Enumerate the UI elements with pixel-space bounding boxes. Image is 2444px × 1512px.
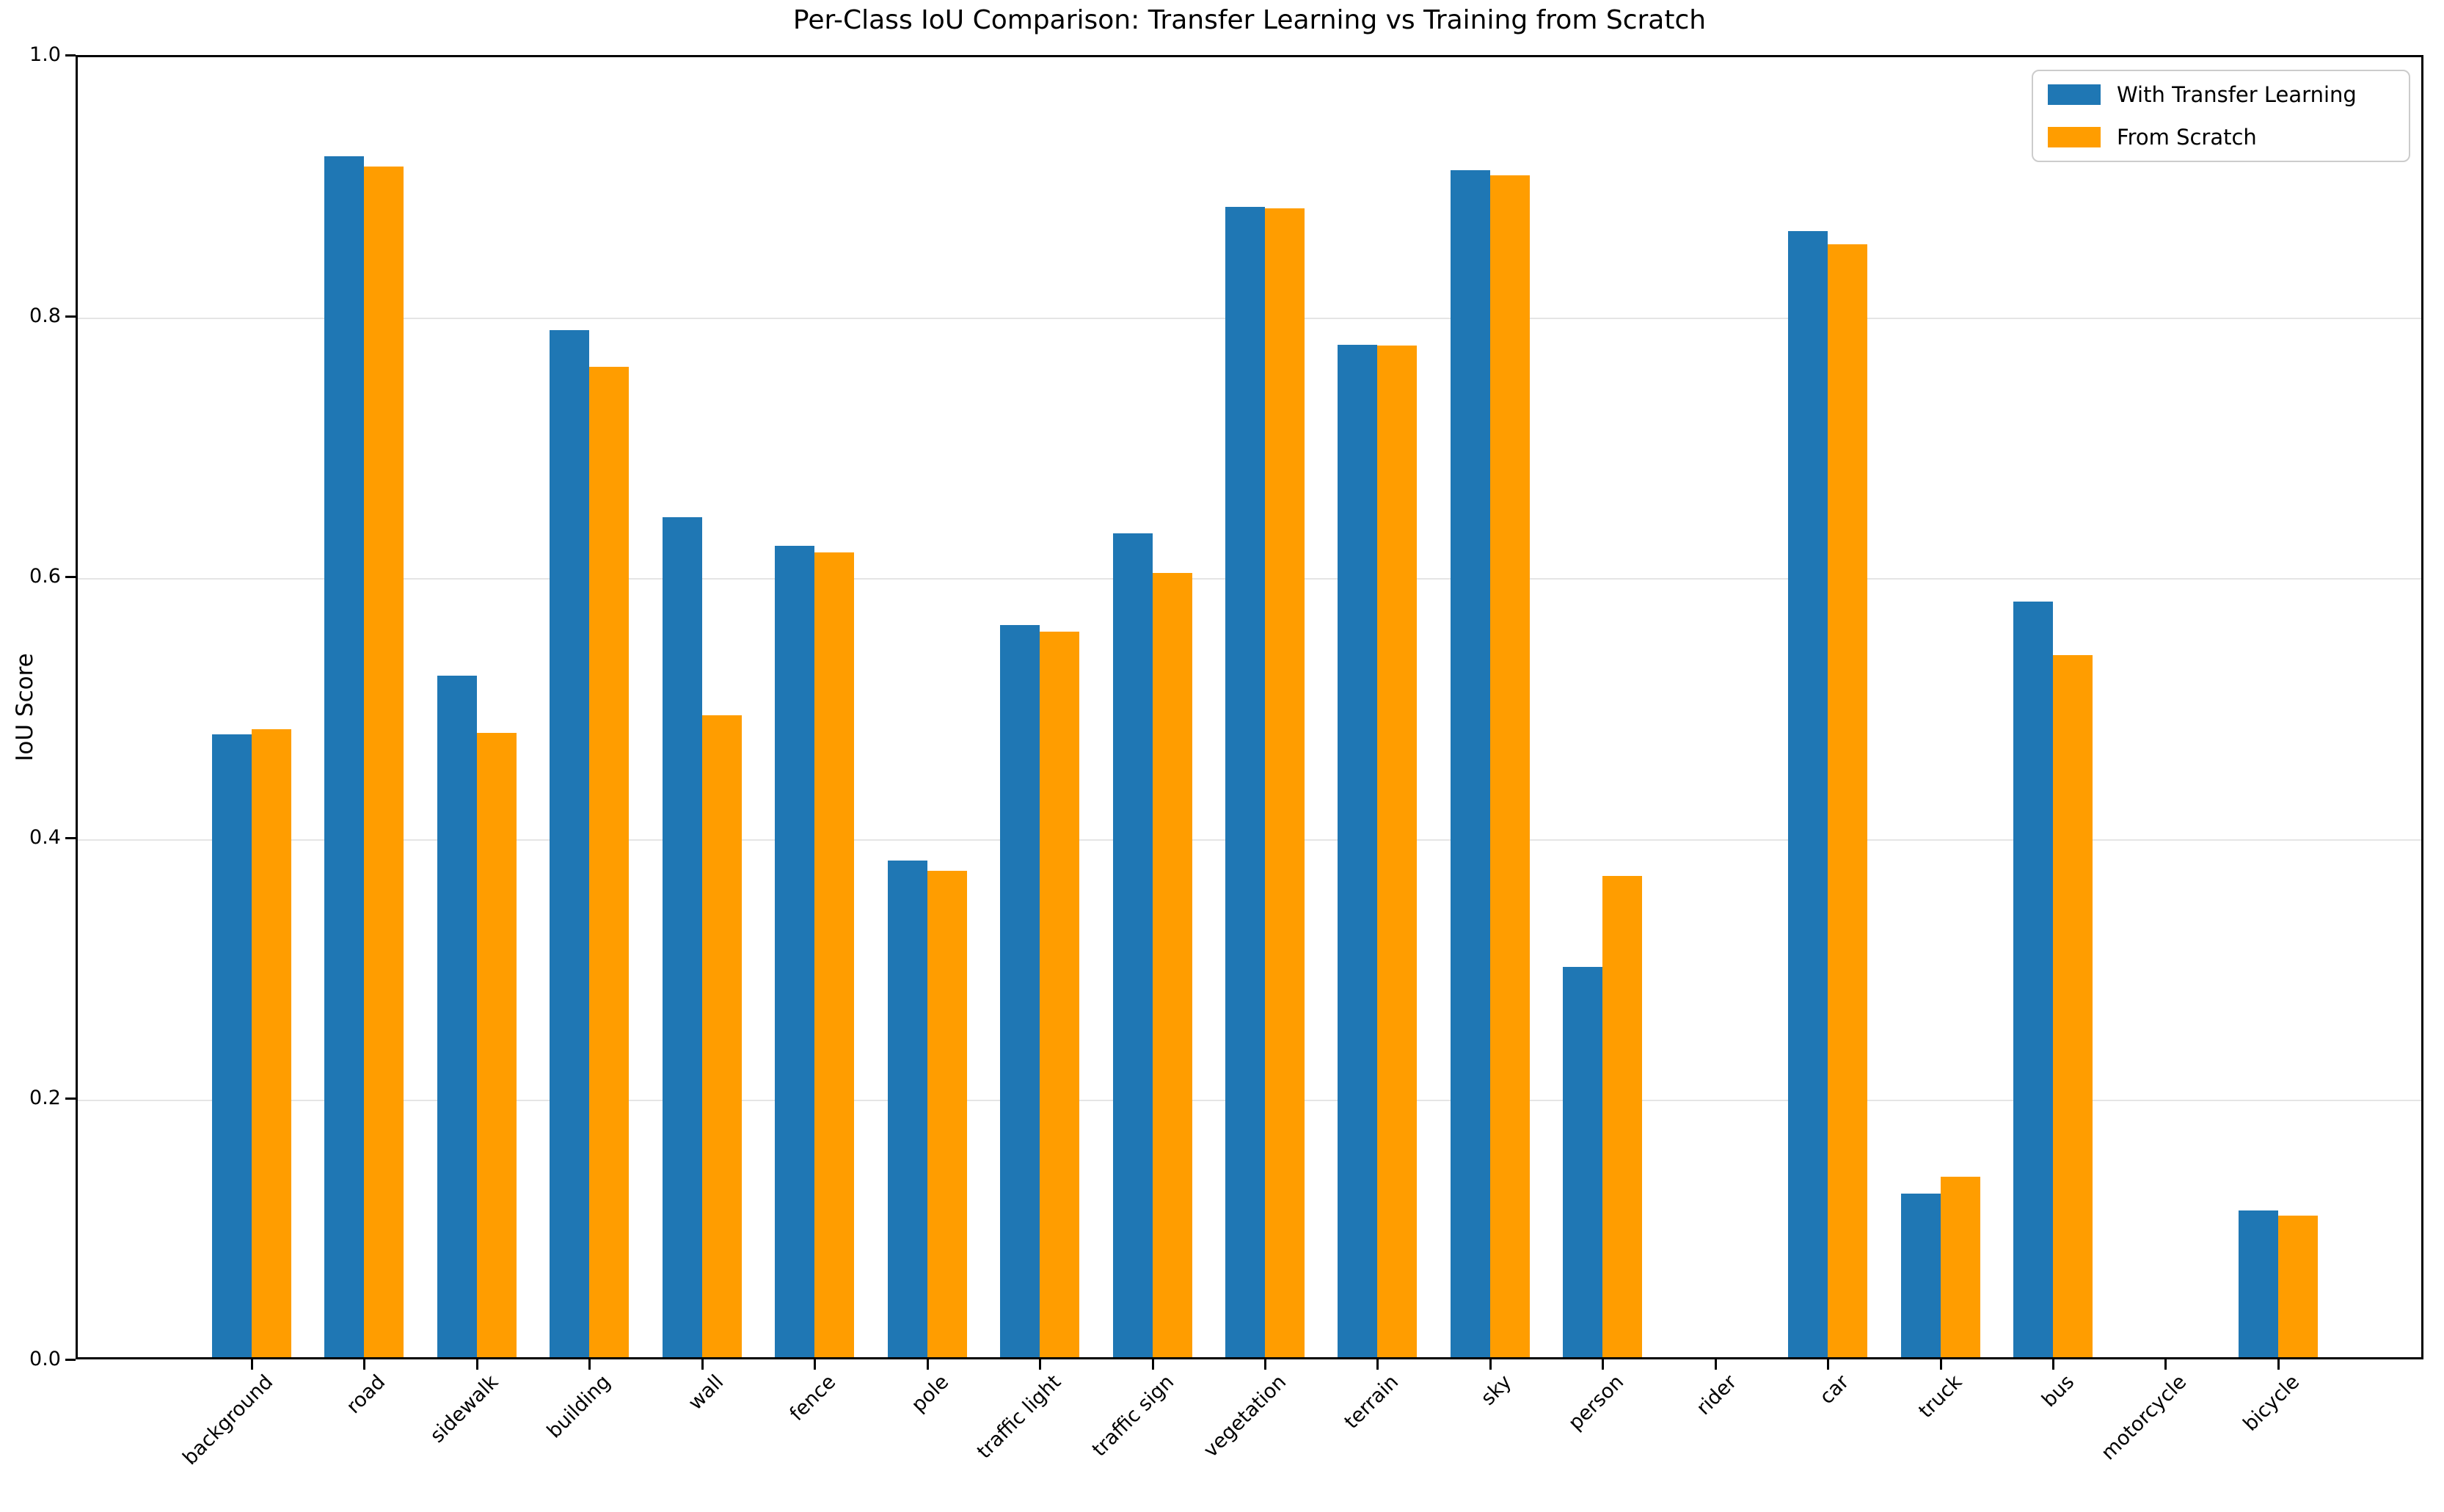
x-tick-mark-sidewalk xyxy=(475,1359,478,1370)
legend-label-scratch: From Scratch xyxy=(2117,125,2257,150)
bar-transfer-terrain xyxy=(1338,345,1378,1357)
y-tick-label-0.0: 0.0 xyxy=(29,1348,61,1370)
x-tick-label-vegetation: vegetation xyxy=(1199,1370,1291,1462)
bar-scratch-traffic-sign xyxy=(1152,573,1192,1357)
bar-scratch-terrain xyxy=(1377,346,1418,1357)
x-tick-label-motorcycle: motorcycle xyxy=(2097,1370,2192,1465)
y-tick-mark-0.4 xyxy=(65,836,76,839)
y-tick-mark-0.6 xyxy=(65,576,76,579)
x-tick-label-pole: pole xyxy=(907,1370,953,1417)
bar-scratch-sidewalk xyxy=(476,733,517,1357)
bar-transfer-truck xyxy=(1900,1194,1941,1357)
x-tick-mark-traffic-sign xyxy=(1151,1359,1154,1370)
x-tick-mark-person xyxy=(1602,1359,1605,1370)
bar-scratch-bus xyxy=(2053,655,2093,1357)
bar-transfer-pole xyxy=(887,861,927,1357)
x-tick-label-sidewalk: sidewalk xyxy=(426,1370,503,1448)
bar-scratch-person xyxy=(1602,876,1643,1357)
y-tick-label-0.6: 0.6 xyxy=(29,565,61,588)
bar-scratch-pole xyxy=(927,871,967,1357)
legend-label-transfer: With Transfer Learning xyxy=(2117,82,2357,107)
bar-transfer-wall xyxy=(662,517,702,1357)
bar-scratch-wall xyxy=(701,715,742,1357)
bar-scratch-background xyxy=(252,729,291,1357)
y-tick-label-1.0: 1.0 xyxy=(29,43,61,66)
bar-scratch-traffic-light xyxy=(1040,632,1080,1357)
bar-transfer-sky xyxy=(1450,170,1490,1357)
x-tick-label-traffic-sign: traffic sign xyxy=(1087,1370,1178,1461)
bar-transfer-traffic-sign xyxy=(1112,533,1153,1357)
y-tick-label-0.4: 0.4 xyxy=(29,825,61,849)
x-tick-label-person: person xyxy=(1564,1370,1629,1435)
x-tick-mark-rider xyxy=(1714,1359,1717,1370)
x-tick-mark-background xyxy=(251,1359,253,1370)
x-tick-label-truck: truck xyxy=(1914,1370,1966,1423)
bar-transfer-sidewalk xyxy=(437,676,477,1357)
bar-scratch-bicycle xyxy=(2277,1216,2318,1357)
x-tick-mark-terrain xyxy=(1376,1359,1379,1370)
x-tick-label-background: background xyxy=(178,1370,278,1470)
bar-scratch-road xyxy=(364,167,404,1357)
bar-scratch-vegetation xyxy=(1264,208,1305,1357)
bar-scratch-truck xyxy=(1940,1177,1980,1357)
x-tick-mark-road xyxy=(363,1359,366,1370)
y-tick-mark-0.8 xyxy=(65,315,76,318)
x-tick-mark-bicycle xyxy=(2277,1359,2280,1370)
x-tick-label-building: building xyxy=(543,1370,616,1443)
x-tick-label-bicycle: bicycle xyxy=(2239,1370,2305,1436)
bar-transfer-car xyxy=(1788,231,1828,1357)
bar-transfer-fence xyxy=(775,546,815,1357)
x-tick-mark-truck xyxy=(1939,1359,1942,1370)
legend-swatch-transfer xyxy=(2048,84,2101,105)
x-tick-mark-building xyxy=(588,1359,591,1370)
bar-transfer-vegetation xyxy=(1225,207,1265,1357)
x-tick-label-bus: bus xyxy=(2038,1370,2079,1412)
x-tick-label-car: car xyxy=(1815,1370,1854,1409)
y-tick-label-0.2: 0.2 xyxy=(29,1086,61,1110)
x-tick-mark-bus xyxy=(2052,1359,2055,1370)
legend-swatch-scratch xyxy=(2048,127,2101,147)
y-tick-mark-0.0 xyxy=(65,1359,76,1361)
x-tick-mark-motorcycle xyxy=(2164,1359,2167,1370)
x-tick-mark-traffic-light xyxy=(1039,1359,1042,1370)
plot-area xyxy=(76,55,2423,1359)
x-tick-mark-vegetation xyxy=(1263,1359,1266,1370)
bar-transfer-background xyxy=(212,734,252,1357)
y-axis-label: IoU Score xyxy=(12,653,38,762)
x-tick-label-road: road xyxy=(342,1370,390,1419)
bar-transfer-bicycle xyxy=(2238,1210,2278,1357)
x-tick-label-sky: sky xyxy=(1476,1370,1517,1410)
bar-scratch-sky xyxy=(1489,175,1530,1357)
x-tick-label-fence: fence xyxy=(785,1370,841,1426)
x-tick-label-rider: rider xyxy=(1692,1370,1741,1420)
bar-transfer-road xyxy=(324,156,365,1357)
bar-scratch-fence xyxy=(814,552,855,1357)
x-tick-mark-pole xyxy=(926,1359,929,1370)
y-tick-mark-1.0 xyxy=(65,54,76,56)
bar-transfer-person xyxy=(1563,967,1603,1357)
bar-scratch-building xyxy=(589,367,630,1357)
bar-scratch-car xyxy=(1828,244,1868,1357)
bar-transfer-bus xyxy=(2013,602,2054,1357)
x-tick-label-traffic-light: traffic light xyxy=(972,1370,1066,1464)
legend-item-transfer: With Transfer Learning xyxy=(2048,83,2394,106)
x-tick-mark-car xyxy=(1827,1359,1830,1370)
legend-item-scratch: From Scratch xyxy=(2048,125,2394,149)
y-tick-label-0.8: 0.8 xyxy=(29,304,61,327)
x-tick-mark-wall xyxy=(701,1359,704,1370)
x-tick-label-wall: wall xyxy=(684,1370,728,1415)
y-tick-mark-0.2 xyxy=(65,1098,76,1100)
x-tick-mark-sky xyxy=(1489,1359,1492,1370)
x-tick-label-terrain: terrain xyxy=(1340,1370,1404,1434)
legend: With Transfer Learning From Scratch xyxy=(2032,70,2410,162)
bar-transfer-building xyxy=(550,330,590,1357)
chart-title: Per-Class IoU Comparison: Transfer Learn… xyxy=(792,5,1707,35)
x-tick-mark-fence xyxy=(814,1359,817,1370)
bar-transfer-traffic-light xyxy=(1000,625,1040,1357)
